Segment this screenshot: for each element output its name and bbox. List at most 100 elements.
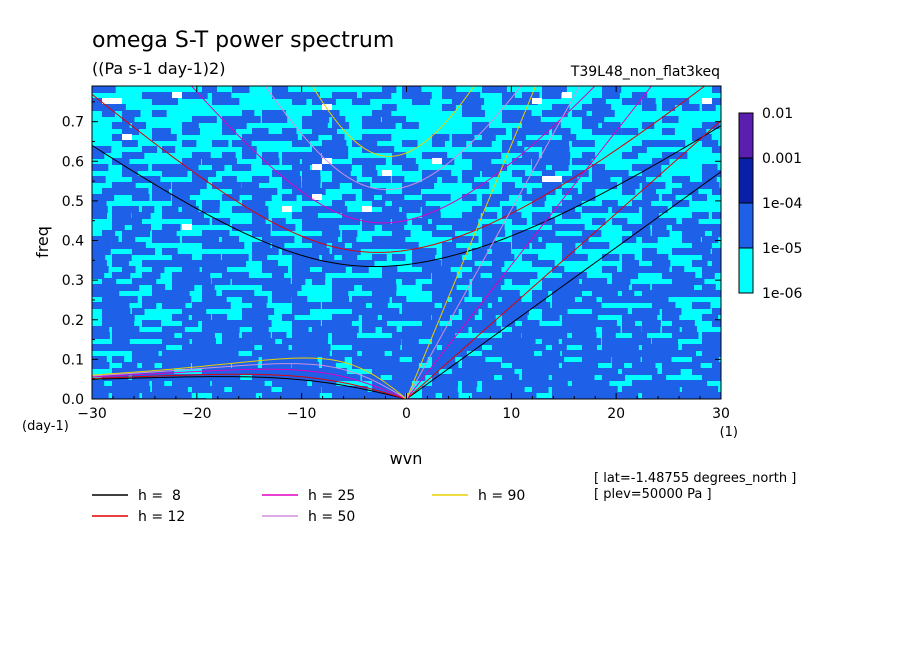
heatmap-cell bbox=[442, 278, 455, 285]
heatmap-cell bbox=[552, 332, 568, 339]
heatmap-cell bbox=[252, 206, 269, 213]
heatmap-cell bbox=[112, 368, 132, 375]
heatmap-cell bbox=[122, 110, 141, 117]
heatmap-cell bbox=[412, 182, 428, 189]
heatmap-cell bbox=[262, 278, 275, 285]
heatmap-cell bbox=[602, 170, 617, 177]
heatmap-cell bbox=[212, 230, 230, 237]
heatmap-cell bbox=[112, 332, 129, 339]
heatmap-cell bbox=[322, 302, 337, 309]
heatmap-cell bbox=[382, 356, 400, 363]
heatmap-cell bbox=[412, 98, 431, 105]
heatmap-cell bbox=[102, 236, 119, 243]
heatmap-cell bbox=[572, 386, 588, 393]
heatmap-cell bbox=[542, 188, 556, 195]
heatmap-cell bbox=[582, 338, 602, 345]
heatmap-cell bbox=[302, 134, 319, 141]
heatmap-cell bbox=[462, 170, 481, 177]
heatmap-cell bbox=[152, 290, 170, 297]
heatmap-cell bbox=[162, 302, 175, 309]
heatmap-cell bbox=[362, 314, 378, 321]
heatmap-cell bbox=[352, 266, 369, 273]
heatmap-cell bbox=[272, 266, 288, 273]
heatmap-cell bbox=[242, 134, 256, 141]
heatmap-cell bbox=[502, 290, 520, 297]
heatmap-cell bbox=[252, 194, 272, 201]
heatmap-cell bbox=[702, 386, 719, 393]
heatmap-cell bbox=[582, 116, 596, 123]
heatmap-cell bbox=[652, 374, 667, 381]
heatmap-cell bbox=[122, 344, 138, 351]
heatmap-cell bbox=[292, 332, 311, 339]
heatmap-cell bbox=[192, 356, 208, 363]
heatmap-cell bbox=[672, 350, 691, 357]
heatmap-cell bbox=[452, 278, 470, 285]
heatmap-cell bbox=[532, 218, 551, 225]
heatmap-cell bbox=[652, 350, 672, 357]
heatmap-cell bbox=[252, 302, 267, 309]
heatmap-cell bbox=[112, 218, 129, 225]
heatmap-cell bbox=[402, 122, 419, 129]
heatmap-cell bbox=[232, 140, 252, 147]
heatmap-cell bbox=[642, 386, 655, 393]
heatmap-cell bbox=[252, 224, 271, 231]
heatmap-cell bbox=[612, 272, 627, 279]
heatmap-cell bbox=[132, 380, 150, 387]
heatmap-cell bbox=[512, 344, 528, 351]
legend: h = 8h = 12h = 25h = 50h = 90 bbox=[92, 488, 525, 525]
heatmap-cell bbox=[432, 338, 447, 345]
heatmap-cell bbox=[402, 302, 420, 309]
heatmap-cell bbox=[92, 104, 105, 111]
dispersion-curve bbox=[92, 125, 721, 268]
heatmap-cell bbox=[222, 98, 240, 105]
heatmap-cell bbox=[132, 230, 151, 237]
heatmap-cell bbox=[332, 218, 350, 225]
heatmap-cell bbox=[442, 254, 462, 261]
heatmap-cell bbox=[422, 284, 435, 291]
heatmap-cell bbox=[662, 302, 676, 309]
heatmap-cell bbox=[142, 332, 160, 339]
heatmap-cell bbox=[362, 158, 382, 165]
heatmap-cell bbox=[212, 158, 231, 165]
heatmap-cell bbox=[422, 332, 435, 339]
heatmap-cell bbox=[662, 362, 675, 369]
heatmap-cell bbox=[412, 92, 432, 99]
heatmap-cell bbox=[272, 356, 291, 363]
heatmap-cell bbox=[432, 158, 442, 164]
heatmap-cell bbox=[382, 116, 398, 123]
heatmap-cell bbox=[672, 176, 690, 183]
heatmap-cell bbox=[332, 356, 345, 363]
heatmap-cell bbox=[392, 254, 406, 261]
chart-units: ((Pa s-1 day-1)2) bbox=[92, 59, 225, 78]
heatmap-cell bbox=[462, 374, 480, 381]
heatmap-cell bbox=[182, 344, 197, 351]
heatmap-cell bbox=[592, 104, 612, 111]
heatmap-cell bbox=[542, 146, 555, 153]
heatmap-cell bbox=[212, 380, 230, 387]
heatmap-cell bbox=[552, 152, 571, 159]
heatmap-cell bbox=[212, 350, 230, 357]
heatmap-cell bbox=[622, 128, 639, 135]
heatmap-cell bbox=[372, 344, 392, 351]
heatmap-cell bbox=[602, 122, 621, 129]
heatmap-cell bbox=[482, 224, 502, 231]
heatmap-cell bbox=[272, 170, 288, 177]
heatmap-cell bbox=[292, 296, 308, 303]
heatmap-cell bbox=[372, 350, 385, 357]
heatmap-cell bbox=[652, 140, 667, 147]
heatmap-cell bbox=[122, 152, 135, 159]
heatmap-cell bbox=[592, 356, 612, 363]
heatmap-cell bbox=[642, 206, 657, 213]
heatmap-cell bbox=[432, 272, 446, 279]
x-tick-label: 20 bbox=[607, 406, 625, 422]
heatmap-cell bbox=[102, 98, 112, 104]
heatmap-cell bbox=[662, 338, 678, 345]
heatmap-cell bbox=[502, 374, 520, 381]
heatmap-cell bbox=[152, 332, 168, 339]
heatmap-cell bbox=[652, 224, 667, 231]
heatmap-cell bbox=[262, 260, 278, 267]
heatmap-cell bbox=[482, 128, 501, 135]
heatmap-cell bbox=[702, 176, 717, 183]
heatmap-cell bbox=[92, 356, 107, 363]
heatmap-cell bbox=[282, 290, 298, 297]
